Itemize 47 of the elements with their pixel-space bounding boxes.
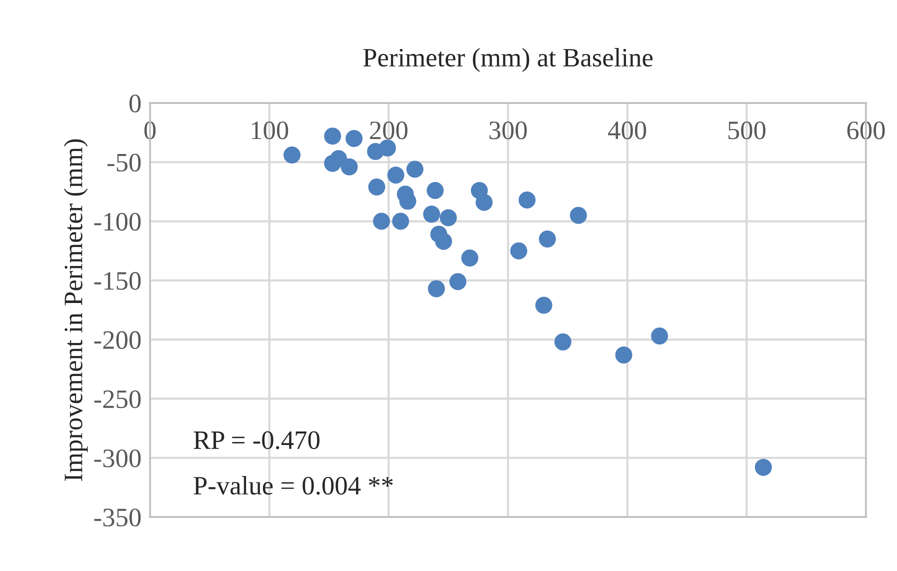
- chart-title: Perimeter (mm) at Baseline: [363, 48, 653, 72]
- y-tick-label: 0: [129, 94, 141, 112]
- point: [346, 130, 363, 147]
- point: [510, 242, 528, 260]
- x-tick-label: 0: [144, 122, 156, 140]
- point: [461, 249, 478, 266]
- y-tick-label: -150: [94, 272, 141, 290]
- point: [406, 160, 424, 178]
- point: [535, 296, 552, 314]
- point: [538, 230, 556, 248]
- point: [435, 232, 452, 250]
- point: [330, 150, 348, 168]
- point: [284, 146, 301, 164]
- y-tick-label: -200: [94, 331, 141, 349]
- x-tick-label: 600: [847, 122, 885, 140]
- point: [651, 328, 668, 345]
- x-tick-label: 500: [728, 122, 766, 140]
- point: [615, 346, 632, 364]
- point: [387, 166, 404, 184]
- point: [449, 273, 466, 290]
- annotation: RP = -0.470: [194, 431, 320, 450]
- point: [423, 206, 440, 223]
- y-tick-label: -350: [94, 508, 141, 526]
- point: [340, 158, 358, 176]
- point: [373, 212, 390, 230]
- y-axis-title: Improvement in Perimeter (mm): [64, 139, 88, 481]
- point: [518, 191, 536, 208]
- point: [392, 212, 410, 230]
- annotation: P-value = 0.004 **: [194, 476, 393, 495]
- x-tick-label: 200: [370, 122, 408, 140]
- point: [554, 333, 572, 350]
- point: [426, 182, 444, 200]
- y-tick-label: -250: [94, 390, 141, 408]
- x-tick-label: 300: [489, 122, 527, 140]
- point: [324, 128, 342, 145]
- point: [378, 139, 396, 156]
- x-tick-label: 100: [252, 122, 288, 140]
- x-tick-label: 400: [608, 122, 646, 140]
- point: [440, 209, 457, 226]
- point: [754, 458, 772, 476]
- point: [428, 280, 445, 298]
- y-tick-label: -50: [107, 154, 141, 172]
- point: [476, 194, 493, 211]
- y-tick-label: -300: [94, 449, 141, 468]
- point: [368, 178, 386, 196]
- point: [570, 206, 587, 224]
- y-tick-label: -100: [94, 212, 141, 231]
